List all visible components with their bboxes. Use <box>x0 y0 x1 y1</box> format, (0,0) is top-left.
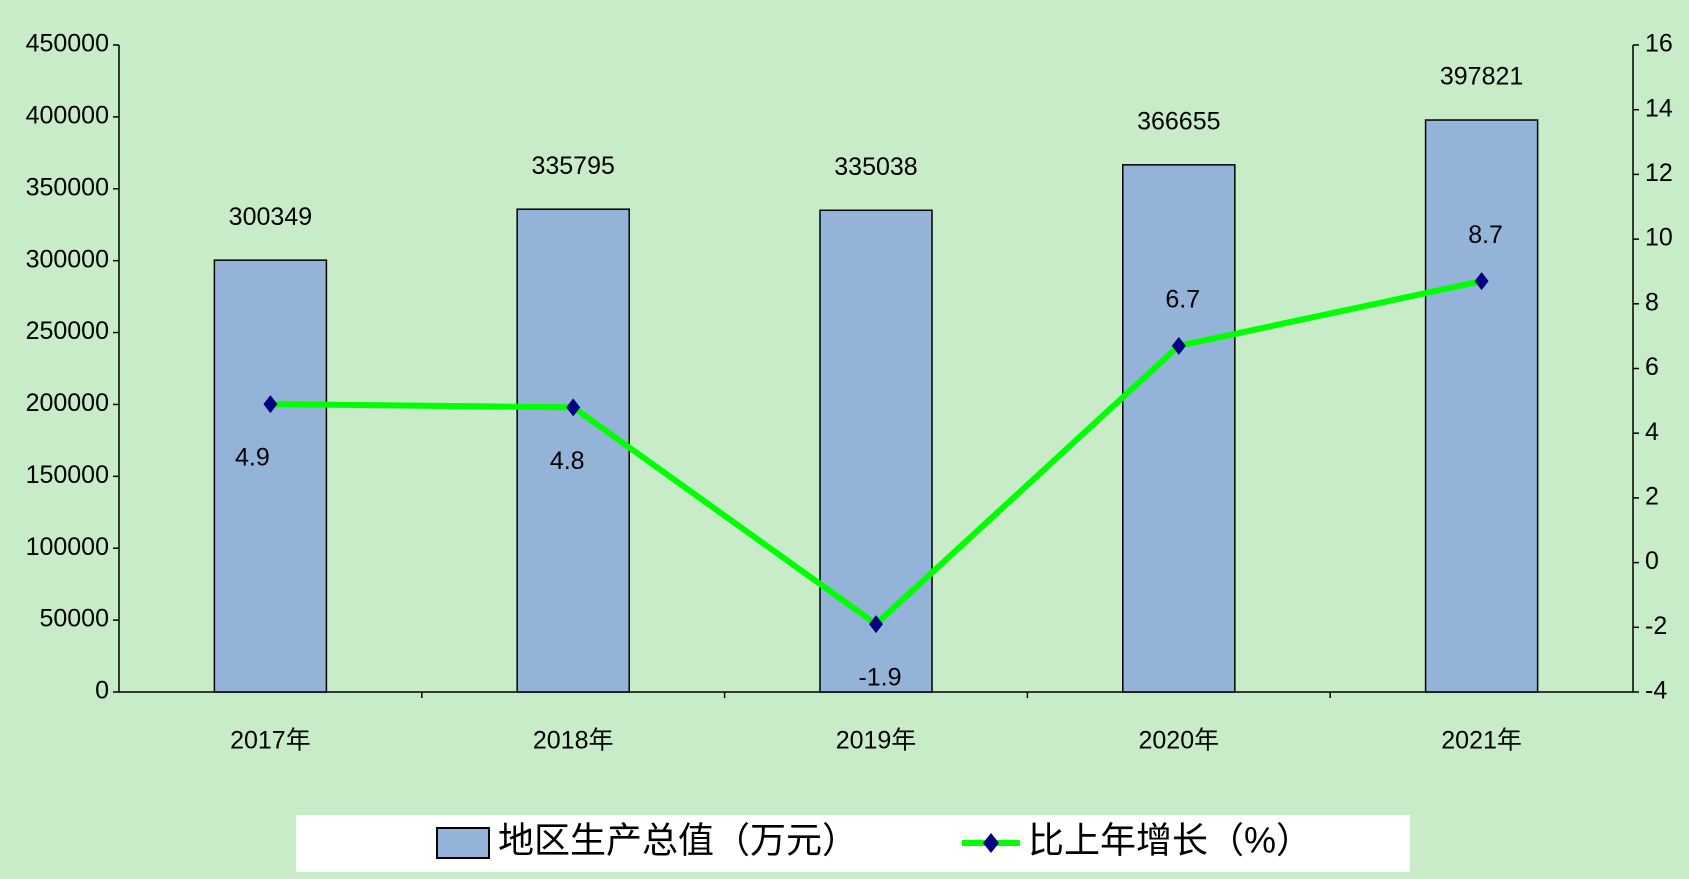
y2-tick-label: 6 <box>1645 353 1659 381</box>
legend-label: 地区生产总值（万元） <box>498 820 858 861</box>
x-tick-label: 2019年 <box>836 727 917 755</box>
line-marker <box>566 398 581 417</box>
y-tick-label: 200000 <box>26 389 109 417</box>
x-tick-label: 2021年 <box>1441 727 1522 755</box>
y2-tick-label: -4 <box>1645 677 1667 705</box>
y-tick-label: 0 <box>95 677 109 705</box>
bar <box>516 208 630 693</box>
legend-swatch <box>436 827 490 859</box>
bar-value-label: 335795 <box>531 152 614 180</box>
y2-tick-label: 4 <box>1645 418 1659 446</box>
y2-tick-label: 12 <box>1645 159 1673 187</box>
bar-value-label: 335038 <box>834 153 917 181</box>
line-marker <box>1171 336 1186 355</box>
y2-tick-label: 8 <box>1645 288 1659 316</box>
bar-value-label: 300349 <box>229 203 312 231</box>
x-tick-label: 2018年 <box>533 727 614 755</box>
line-value-label: 6.7 <box>1165 285 1200 313</box>
line-marker <box>869 615 883 634</box>
line-value-label: 8.7 <box>1468 221 1503 249</box>
x-tick-label: 2020年 <box>1138 727 1219 755</box>
line-marker <box>1474 272 1489 291</box>
y2-tick-label: 16 <box>1645 30 1673 58</box>
bar <box>1424 119 1539 693</box>
y2-tick-label: 2 <box>1645 483 1659 511</box>
y-tick-label: 350000 <box>26 173 109 201</box>
y-tick-label: 150000 <box>26 461 109 489</box>
legend-marker <box>983 833 999 853</box>
y2-tick-label: -2 <box>1645 612 1667 640</box>
x-tick-label: 2017年 <box>230 727 311 755</box>
line-value-label: -1.9 <box>858 664 901 692</box>
bar <box>213 259 328 693</box>
legend-label: 比上年增长（%） <box>1028 820 1312 861</box>
y-tick-label: 400000 <box>26 101 109 129</box>
bar-value-label: 366655 <box>1137 107 1220 135</box>
y2-tick-label: 14 <box>1645 94 1673 122</box>
bar-value-label: 397821 <box>1440 63 1523 91</box>
bar <box>819 209 933 693</box>
y-tick-label: 100000 <box>26 533 109 561</box>
y-tick-label: 250000 <box>26 317 109 345</box>
line-value-label: 4.9 <box>235 444 270 472</box>
bar <box>1122 164 1236 693</box>
y-tick-label: 300000 <box>26 245 109 273</box>
line-value-label: 4.8 <box>550 447 585 475</box>
y-tick-label: 50000 <box>39 605 109 633</box>
line-marker <box>263 395 278 414</box>
y2-tick-label: 0 <box>1645 547 1659 575</box>
y2-tick-label: 10 <box>1645 224 1673 252</box>
y-tick-label: 450000 <box>26 30 109 58</box>
